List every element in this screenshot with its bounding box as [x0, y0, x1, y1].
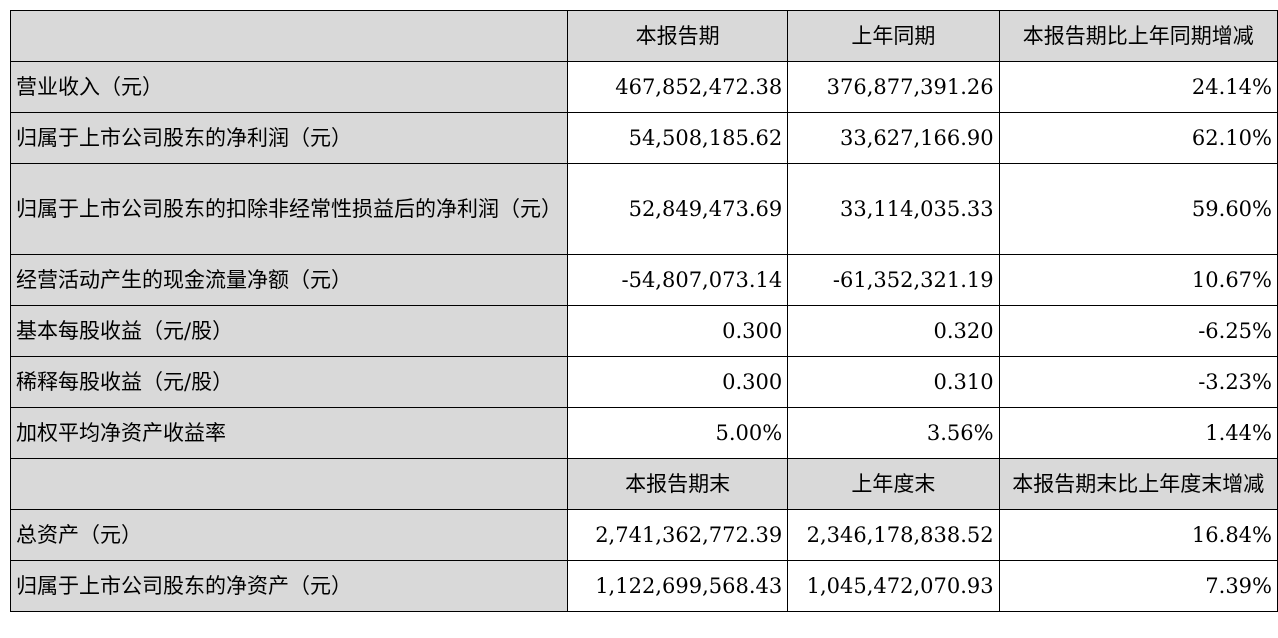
table-row: 总资产（元） 2,741,362,772.39 2,346,178,838.52… [10, 509, 1278, 561]
financial-summary-table: 本报告期 上年同期 本报告期比上年同期增减 营业收入（元） 467,852,47… [10, 10, 1278, 612]
prior-value: 376,877,391.26 [787, 61, 1000, 113]
prior-value: 33,627,166.90 [787, 112, 1000, 164]
header-current-period-end: 本报告期末 [566, 458, 789, 510]
current-value: 1,122,699,568.43 [566, 560, 789, 612]
table-row: 归属于上市公司股东的净利润（元） 54,508,185.62 33,627,16… [10, 112, 1278, 164]
current-value: 54,508,185.62 [566, 112, 789, 164]
change-value: 1.44% [998, 407, 1278, 459]
current-value: -54,807,073.14 [566, 254, 789, 306]
current-value: 467,852,472.38 [566, 61, 789, 113]
header-row-period: 本报告期 上年同期 本报告期比上年同期增减 [10, 10, 1278, 62]
prior-value: 1,045,472,070.93 [787, 560, 1000, 612]
table-row: 归属于上市公司股东的净资产（元） 1,122,699,568.43 1,045,… [10, 560, 1278, 612]
row-label: 加权平均净资产收益率 [10, 407, 568, 459]
change-value: 7.39% [998, 560, 1278, 612]
row-label: 基本每股收益（元/股） [10, 305, 568, 357]
row-label: 营业收入（元） [10, 61, 568, 113]
prior-value: 0.320 [787, 305, 1000, 357]
header-blank-cell [10, 458, 568, 510]
change-value: 59.60% [998, 163, 1278, 255]
current-value: 2,741,362,772.39 [566, 509, 789, 561]
change-value: 24.14% [998, 61, 1278, 113]
row-label: 总资产（元） [10, 509, 568, 561]
row-label: 归属于上市公司股东的扣除非经常性损益后的净利润（元） [10, 163, 568, 255]
row-label: 经营活动产生的现金流量净额（元） [10, 254, 568, 306]
header-prior-year-end: 上年度末 [787, 458, 1000, 510]
prior-value: 33,114,035.33 [787, 163, 1000, 255]
header-prior-period: 上年同期 [787, 10, 1000, 62]
row-label: 归属于上市公司股东的净利润（元） [10, 112, 568, 164]
header-period-change: 本报告期比上年同期增减 [998, 10, 1278, 62]
change-value: -6.25% [998, 305, 1278, 357]
header-blank-cell [10, 10, 568, 62]
row-label: 稀释每股收益（元/股） [10, 356, 568, 408]
change-value: 62.10% [998, 112, 1278, 164]
current-value: 52,849,473.69 [566, 163, 789, 255]
prior-value: 3.56% [787, 407, 1000, 459]
current-value: 5.00% [566, 407, 789, 459]
change-value: 10.67% [998, 254, 1278, 306]
change-value: 16.84% [998, 509, 1278, 561]
table-row: 归属于上市公司股东的扣除非经常性损益后的净利润（元） 52,849,473.69… [10, 163, 1278, 255]
table-row: 基本每股收益（元/股） 0.300 0.320 -6.25% [10, 305, 1278, 357]
table-row: 营业收入（元） 467,852,472.38 376,877,391.26 24… [10, 61, 1278, 113]
table-row: 加权平均净资产收益率 5.00% 3.56% 1.44% [10, 407, 1278, 459]
header-current-period: 本报告期 [566, 10, 789, 62]
table-row: 稀释每股收益（元/股） 0.300 0.310 -3.23% [10, 356, 1278, 408]
table-row: 经营活动产生的现金流量净额（元） -54,807,073.14 -61,352,… [10, 254, 1278, 306]
header-period-end-change: 本报告期末比上年度末增减 [998, 458, 1278, 510]
current-value: 0.300 [566, 356, 789, 408]
header-row-period-end: 本报告期末 上年度末 本报告期末比上年度末增减 [10, 458, 1278, 510]
current-value: 0.300 [566, 305, 789, 357]
change-value: -3.23% [998, 356, 1278, 408]
prior-value: 0.310 [787, 356, 1000, 408]
prior-value: -61,352,321.19 [787, 254, 1000, 306]
row-label: 归属于上市公司股东的净资产（元） [10, 560, 568, 612]
prior-value: 2,346,178,838.52 [787, 509, 1000, 561]
